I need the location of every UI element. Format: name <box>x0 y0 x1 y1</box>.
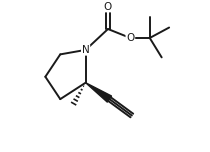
Polygon shape <box>86 83 112 102</box>
Text: O: O <box>126 33 134 43</box>
Text: N: N <box>82 45 89 55</box>
Text: O: O <box>104 2 112 12</box>
